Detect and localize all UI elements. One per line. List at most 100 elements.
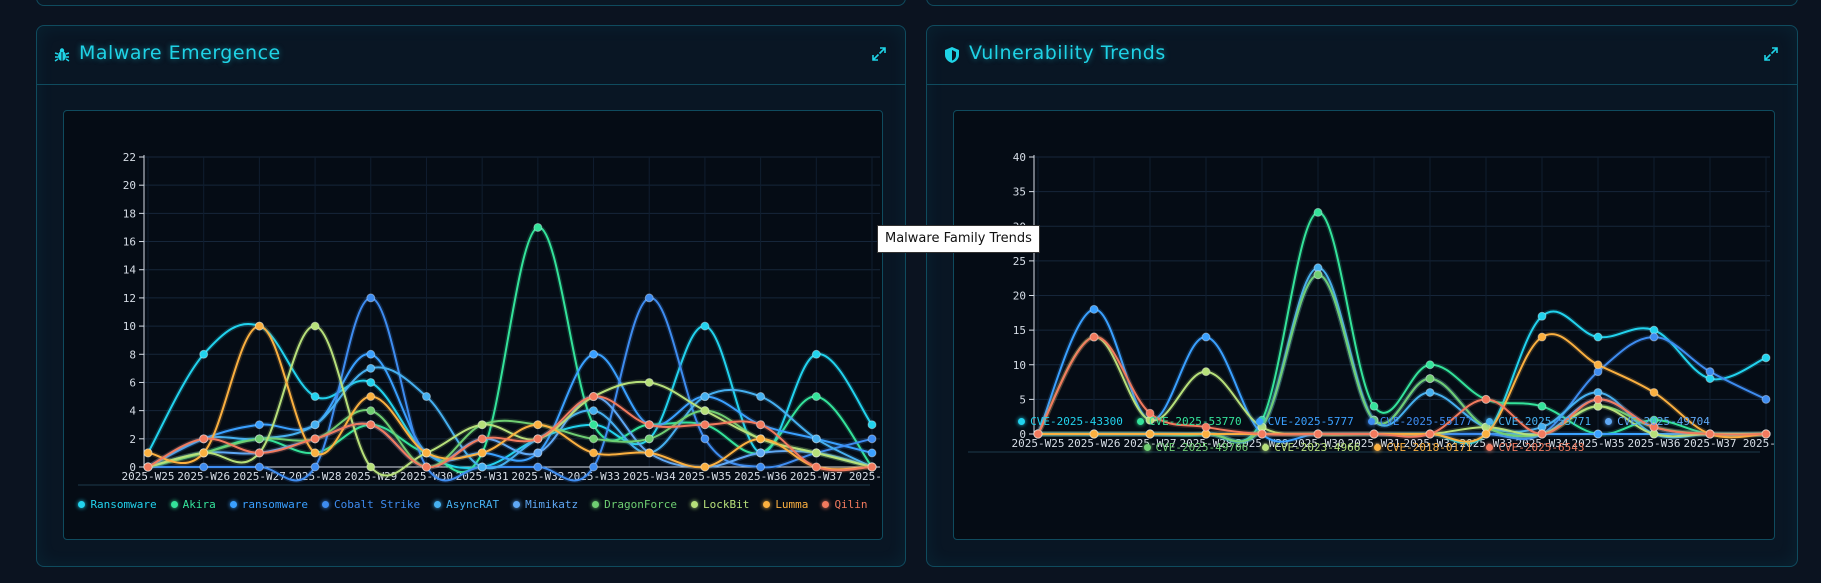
legend-dot-icon [822,500,830,508]
legend-item[interactable]: Ransomware [78,492,157,518]
expand-icon[interactable] [1763,46,1779,62]
legend-item[interactable]: CVE-2025-55177 [1367,409,1472,435]
data-point [589,420,599,430]
legend-item[interactable]: CVE-2025-6543 [1486,435,1585,461]
y-tick-label: 22 [123,151,136,164]
legend-dot-icon [763,500,771,508]
legend-item[interactable]: Qilin [822,492,868,518]
data-point [1089,304,1099,314]
legend-label: DragonForce [604,498,677,511]
legend-item[interactable]: ransomware [229,492,308,518]
legend-item[interactable]: DragonForce [592,492,677,518]
legend-dot-icon [1143,443,1151,451]
legend-dot-icon [1136,417,1144,425]
x-tick-label: 2025-W30 [1292,437,1345,450]
data-point [199,448,209,458]
legend-dot-icon [78,500,86,508]
data-point [366,363,376,373]
data-point [533,434,543,444]
data-point [1705,429,1715,439]
legend-dot-icon [1255,417,1263,425]
legend-item[interactable]: Mimikatz [513,492,578,518]
legend-label: Akira [182,498,216,511]
legend-item[interactable]: CVE-2025-5777 [1255,409,1354,435]
legend-item[interactable]: CVE-2025-49704 [1605,409,1710,435]
legend-item[interactable]: AsyncRAT [434,492,499,518]
legend-item[interactable]: Lumma [763,492,808,518]
data-point [589,434,599,444]
data-point [589,349,599,359]
legend-dot-icon [513,500,521,508]
legend-item[interactable]: CVE-2025-53771 [1486,409,1591,435]
data-point [589,448,599,458]
legend-dot-icon [1262,443,1270,451]
legend-dot-icon [1486,443,1494,451]
data-point [700,406,710,416]
previous-panel-edge-left [36,0,906,6]
legend-dot-icon [434,500,442,508]
y-tick-label: 0 [1019,428,1026,441]
legend-item[interactable]: CVE-2025-49706 [1143,435,1248,461]
data-point [1425,387,1435,397]
data-point [1593,429,1603,439]
x-tick-label: 2025-W31 [1348,437,1401,450]
data-point [1145,429,1155,439]
x-tick-label: 2025-W28 [1180,437,1233,450]
legend-label: CVE-2023-4966 [1274,441,1361,454]
x-tick-label: 2025-W34 [623,470,676,483]
y-tick-label: 15 [1013,324,1026,337]
data-point [1089,429,1099,439]
legend-dot-icon [690,500,698,508]
y-tick-label: 5 [1019,393,1026,406]
legend-item[interactable]: Akira [170,492,216,518]
data-point [1649,387,1659,397]
y-tick-label: 10 [123,320,136,333]
data-point [644,448,654,458]
legend-item[interactable]: CVE-2025-53770 [1136,409,1242,435]
legend-label: Cobalt Strike [334,498,421,511]
y-tick-label: 35 [1013,186,1026,199]
x-tick-label: 2025-W25 [1012,437,1065,450]
x-tick-label: 2025-W37 [790,470,843,483]
x-tick-label: 2025-W25 [122,470,175,483]
data-point [254,462,264,472]
legend-item[interactable]: CVE-2018-0171 [1374,435,1472,461]
data-point [533,448,543,458]
legend-dot-icon [170,500,178,508]
data-point [1313,207,1323,217]
data-point [589,392,599,402]
data-point [1425,374,1435,384]
vulnerability-line-chart: 05101520253035402025-W252025-W262025-W27… [968,151,1774,453]
y-tick-label: 12 [123,292,136,305]
x-tick-label: 2025-W35 [1572,437,1625,450]
data-point [1481,429,1491,439]
y-tick-label: 10 [1013,359,1026,372]
legend-dot-icon [1605,417,1613,425]
data-point [1425,360,1435,370]
data-point [1425,429,1435,439]
y-tick-label: 0 [129,461,136,474]
legend-dot-icon [229,500,237,508]
data-point [366,406,376,416]
data-point [700,462,710,472]
legend-dot-icon [1018,417,1026,425]
legend-label: CVE-2018-0171 [1386,441,1473,454]
data-point [1537,332,1547,342]
legend-label: CVE-2025-53771 [1498,415,1592,428]
expand-icon[interactable] [871,46,887,62]
legend-item[interactable]: Cobalt Strike [322,492,420,518]
legend-item[interactable]: LockBit [690,492,749,518]
vulnerability-trends-panel: Vulnerability Trends 0510152025303540202… [926,25,1798,567]
previous-panel-edge-right [926,0,1798,6]
series-line [1037,336,1767,438]
data-point [867,462,877,472]
data-point [366,462,376,472]
data-point [700,434,710,444]
data-point [700,392,710,402]
legend-dot-icon [592,500,600,508]
data-point [1537,311,1547,321]
malware-chart-container: 0 2 4 6 8 10 12 14 16 18 20 22 2025-W25 2025-W26 2025-… [63,110,883,540]
legend-item[interactable]: CVE-2025-43300 [1018,409,1123,435]
legend-item[interactable]: CVE-2023-4966 [1262,435,1360,461]
y-tick-label: 14 [123,264,137,277]
